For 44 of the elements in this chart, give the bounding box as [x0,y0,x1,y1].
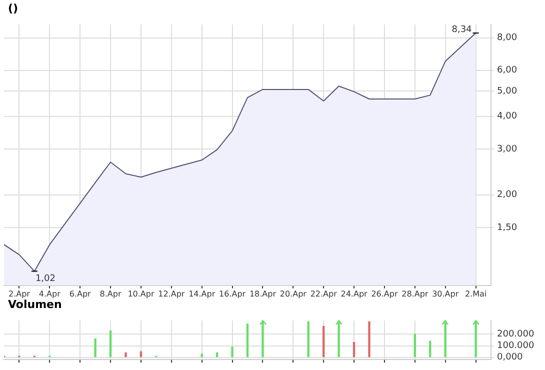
y-tick-label: 5,00 [497,86,518,96]
x-tick-label: 18.Apr [249,289,277,298]
x-tick-label: 2.Apr [8,289,31,298]
annotation: 8,34 [452,24,472,35]
bar [200,354,203,358]
x-tick-label: 16.Apr [219,289,246,298]
y-tick-label: 200.000 [497,330,534,340]
bar [307,321,310,358]
bar [322,326,325,358]
x-tick-label: 4.Apr [38,289,62,298]
x-tick-label: 28.Apr [402,289,429,298]
bar [368,321,370,358]
x-tick-label: 24.Apr [340,289,368,298]
bar [352,342,356,358]
chart-title: Volumen [7,298,63,312]
chart-title: () [7,2,20,16]
x-tick-label: 8.Apr [100,289,122,298]
x-tick-label: 20.Apr [280,289,308,298]
bar [231,346,234,358]
y-tick-label: 1,50 [497,222,518,233]
x-tick-label: 30.Apr [432,289,460,298]
bar [124,352,127,358]
bar [246,324,249,358]
x-tick-label: 26.Apr [371,289,398,298]
y-tick-label: 4,00 [497,112,518,122]
y-tick-label: 0,000 [497,352,524,363]
bar [140,351,142,358]
annotation: 1,02 [35,274,56,284]
bar [414,334,416,358]
y-tick-label: 100.000 [497,341,534,352]
y-tick-label: 3,00 [497,144,518,154]
x-tick-label: 12.Apr [158,289,186,298]
x-tick-label: 2.Mai [464,289,487,298]
x-tick-label: 10.Apr [128,289,155,298]
bar [94,338,96,358]
x-tick-label: 6.Apr [69,289,92,298]
bar [109,330,112,358]
y-tick-label: 8,00 [497,33,518,44]
x-tick-label: 22.Apr [310,289,338,298]
x-tick-label: 14.Apr [188,289,216,298]
bar [338,320,340,358]
y-tick-label: 6,00 [497,66,518,76]
bar [429,340,432,358]
y-tick-label: 2,00 [497,190,518,200]
